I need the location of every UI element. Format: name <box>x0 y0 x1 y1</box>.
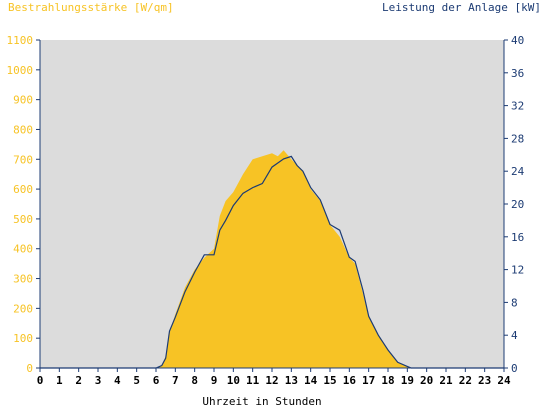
x-tick-label: 4 <box>114 374 121 387</box>
x-tick-label: 6 <box>153 374 160 387</box>
right-tick-label: 24 <box>511 165 525 178</box>
right-tick-labels: 0 4 8 12 16 20 24 28 32 36 40 <box>511 34 525 375</box>
left-tick-label: 800 <box>13 123 33 136</box>
left-tick-label: 1100 <box>7 34 34 47</box>
x-tick-label: 3 <box>95 374 102 387</box>
right-tick-label: 28 <box>511 132 524 145</box>
right-tick-label: 36 <box>511 67 524 80</box>
x-tick-label: 10 <box>227 374 240 387</box>
x-tick-label: 19 <box>401 374 414 387</box>
left-tick-labels: 0 100 200 300 400 500 600 700 800 900 1000 1100 <box>7 34 34 375</box>
left-tick-label: 0 <box>26 362 33 375</box>
x-tick-label: 5 <box>133 374 140 387</box>
right-axis-title: Leistung der Anlage [kW] <box>382 1 541 14</box>
power-line <box>40 155 504 369</box>
right-tick-label: 12 <box>511 264 524 277</box>
x-tick-label: 16 <box>343 374 357 387</box>
left-tick-label: 100 <box>13 332 33 345</box>
right-tick-label: 8 <box>511 296 518 309</box>
right-tick-label: 0 <box>511 362 518 375</box>
x-tick-label: 21 <box>439 374 453 387</box>
right-tick-label: 4 <box>511 329 518 342</box>
x-tick-label: 11 <box>246 374 260 387</box>
x-tick-labels: 0 1 2 3 4 5 6 7 8 9 10 11 12 13 14 15 16 17 18 19 20 21 22 23 24 <box>37 374 511 387</box>
right-tick-label: 40 <box>511 34 524 47</box>
x-tick-label: 24 <box>497 374 511 387</box>
x-tick-label: 23 <box>478 374 491 387</box>
axes-layer <box>36 39 508 372</box>
x-tick-label: 22 <box>459 374 472 387</box>
x-tick-label: 14 <box>304 374 318 387</box>
left-tick-label: 200 <box>13 302 33 315</box>
right-tick-label: 32 <box>511 100 524 113</box>
x-tick-label: 15 <box>323 374 336 387</box>
irradiance-area <box>40 150 504 368</box>
left-tick-label: 900 <box>13 94 33 107</box>
right-tick-label: 20 <box>511 198 524 211</box>
x-tick-label: 2 <box>75 374 82 387</box>
x-tick-label: 1 <box>56 374 63 387</box>
left-axis-title: Bestrahlungsstärke [W/qm] <box>8 1 174 14</box>
left-tick-label: 1000 <box>7 64 34 77</box>
x-tick-label: 17 <box>362 374 375 387</box>
x-tick-label: 20 <box>420 374 433 387</box>
x-tick-label: 9 <box>211 374 218 387</box>
left-tick-label: 600 <box>13 183 33 196</box>
x-tick-label: 12 <box>265 374 278 387</box>
right-tick-label: 16 <box>511 231 524 244</box>
x-tick-label: 8 <box>191 374 198 387</box>
x-tick-label: 13 <box>285 374 298 387</box>
x-tick-label: 18 <box>381 374 394 387</box>
series-layer <box>40 150 504 369</box>
x-tick-label: 0 <box>37 374 44 387</box>
x-axis-title: Uhrzeit in Stunden <box>202 395 321 408</box>
left-tick-label: 300 <box>13 273 33 286</box>
left-tick-label: 500 <box>13 213 33 226</box>
x-tick-label: 7 <box>172 374 179 387</box>
left-tick-label: 700 <box>13 153 33 166</box>
left-tick-label: 400 <box>13 243 33 256</box>
